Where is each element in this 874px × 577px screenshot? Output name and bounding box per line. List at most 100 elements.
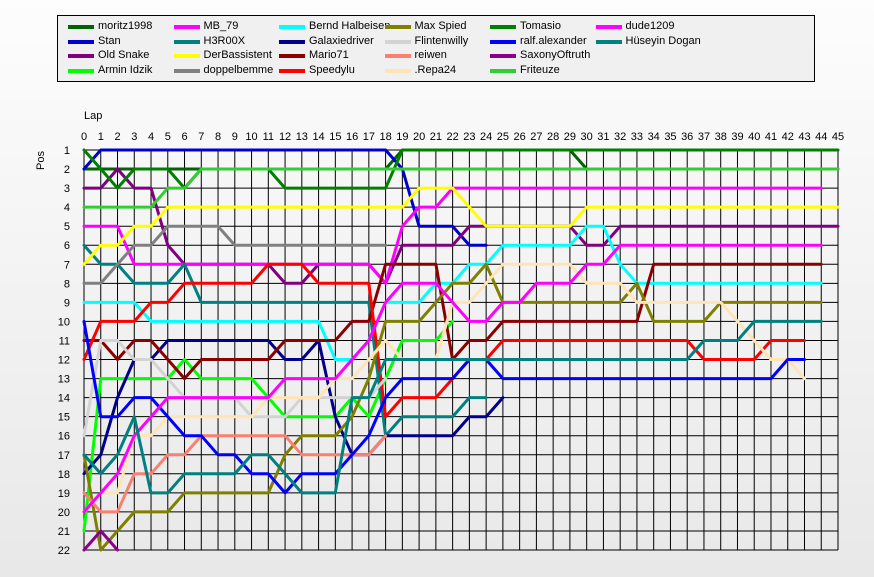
series-line-20: [82, 243, 823, 514]
x-tick-label: 2: [114, 131, 120, 143]
y-tick-label: 12: [58, 355, 70, 367]
x-tick-label: 1: [98, 131, 104, 143]
y-tick-label: 1: [64, 145, 70, 157]
y-tick-label: 21: [58, 526, 70, 538]
x-tick-label: 38: [715, 131, 727, 143]
x-tick-label: 10: [245, 131, 257, 143]
legend-swatch: [490, 25, 516, 29]
series-line-1: [82, 148, 488, 247]
legend-label: H3R00X: [203, 34, 246, 47]
x-tick-label: 5: [165, 131, 171, 143]
legend-swatch: [173, 39, 200, 44]
series-line-21: [82, 319, 823, 495]
x-tick-label: 42: [782, 131, 794, 143]
legend-label: Max Spied: [414, 20, 467, 32]
x-tick-label: 37: [698, 131, 710, 143]
y-tick-label: 3: [64, 183, 70, 195]
x-tick-label: 33: [631, 131, 643, 143]
y-tick-label: 8: [64, 278, 70, 290]
x-tick-label: 26: [514, 131, 526, 143]
y-tick-label: 14: [58, 393, 70, 405]
legend-swatch: [173, 25, 200, 29]
x-tick-label: 39: [731, 131, 743, 143]
legend-label: Armin Idzik: [98, 63, 153, 76]
legend-swatch: [68, 25, 94, 29]
x-tick-label: 17: [363, 131, 375, 143]
series-line-11: [82, 262, 806, 419]
x-tick-label: 25: [497, 131, 509, 143]
x-tick-label: 34: [648, 131, 660, 143]
legend-swatch: [490, 39, 516, 44]
series-line-15: [82, 262, 806, 514]
x-tick-label: 3: [131, 131, 137, 143]
x-tick-label: 19: [396, 131, 408, 143]
legend-label: Mario71: [309, 49, 349, 61]
legend-label: moritz1998: [98, 20, 153, 32]
legend-label: reiwen: [414, 49, 447, 61]
legend-swatch: [279, 25, 305, 29]
x-tick-label: 13: [296, 131, 308, 143]
y-tick-label: 22: [58, 545, 70, 557]
x-tick-label: 21: [430, 131, 442, 143]
y-tick-label: 17: [58, 450, 70, 462]
legend-swatch: [384, 54, 411, 58]
legend-label: ralf.alexander: [520, 34, 587, 47]
legend-swatch: [490, 68, 516, 73]
y-tick-label: 18: [58, 469, 70, 481]
legend-swatch: [595, 39, 622, 44]
legend-label: Old Snake: [98, 49, 150, 61]
x-tick-label: 27: [530, 131, 542, 143]
legend-swatch: [384, 25, 411, 29]
series-line-17: [82, 319, 806, 495]
y-tick-label: 2: [64, 164, 70, 176]
x-tick-label: 7: [198, 131, 204, 143]
legend-label: doppelbemme: [203, 63, 274, 76]
legend-swatch: [595, 25, 622, 29]
y-axis-label: Pos: [35, 151, 47, 170]
legend-label: Tomasio: [520, 20, 561, 32]
x-tick-label: 36: [681, 131, 693, 143]
legend-label: DerBassistent: [203, 49, 272, 61]
y-tick-label: 15: [58, 412, 70, 424]
legend-swatch: [173, 54, 200, 58]
series-line-19: [82, 167, 840, 209]
legend-swatch: [384, 39, 411, 44]
legend-label: SaxonyOftruth: [520, 49, 591, 61]
legend-label: dude1209: [625, 20, 675, 32]
tick-labels: 0 1 2 3 4 5 6 7 8 9 10 11 12 13 14 15 16 17 18 19 20 21 22 23 24…: [58, 131, 844, 557]
y-tick-label: 7: [64, 259, 70, 271]
series-line-12: [82, 262, 823, 552]
x-tick-label: 23: [463, 131, 475, 143]
x-tick-label: 16: [346, 131, 358, 143]
x-tick-label: 6: [181, 131, 187, 143]
legend-swatch: [279, 68, 305, 73]
legend: moritz1998 Stan Old Snake Armin Idzik MB_79 H…: [57, 15, 815, 82]
x-tick-label: 40: [748, 131, 760, 143]
legend-label: Galaxiedriver: [309, 34, 374, 47]
legend-swatch: [173, 68, 200, 73]
legend-label: Bernd Halbeisen: [309, 20, 391, 32]
y-tick-label: 11: [59, 335, 70, 347]
x-tick-label: 29: [564, 131, 576, 143]
x-tick-label: 11: [263, 131, 274, 143]
legend-label: MB_79: [203, 20, 239, 32]
x-tick-label: 15: [329, 131, 341, 143]
legend-label: Hüseyin Dogan: [625, 34, 701, 47]
x-tick-label: 31: [597, 131, 609, 143]
y-tick-label: 13: [58, 374, 70, 386]
legend-label: Flintenwilly: [414, 34, 469, 47]
x-tick-label: 44: [815, 131, 827, 143]
x-tick-label: 4: [148, 131, 154, 143]
y-tick-label: 4: [64, 202, 70, 214]
series-line-0: [82, 148, 840, 171]
x-tick-label: 28: [547, 131, 559, 143]
x-tick-label: 41: [765, 131, 777, 143]
legend-swatch: [384, 68, 411, 73]
x-tick-label: 32: [614, 131, 626, 143]
x-tick-label: 9: [232, 131, 238, 143]
legend-swatch: [68, 68, 94, 73]
x-tick-label: 0: [81, 131, 87, 143]
legend-label: Friteuze: [520, 63, 560, 76]
y-tick-label: 19: [58, 488, 70, 500]
